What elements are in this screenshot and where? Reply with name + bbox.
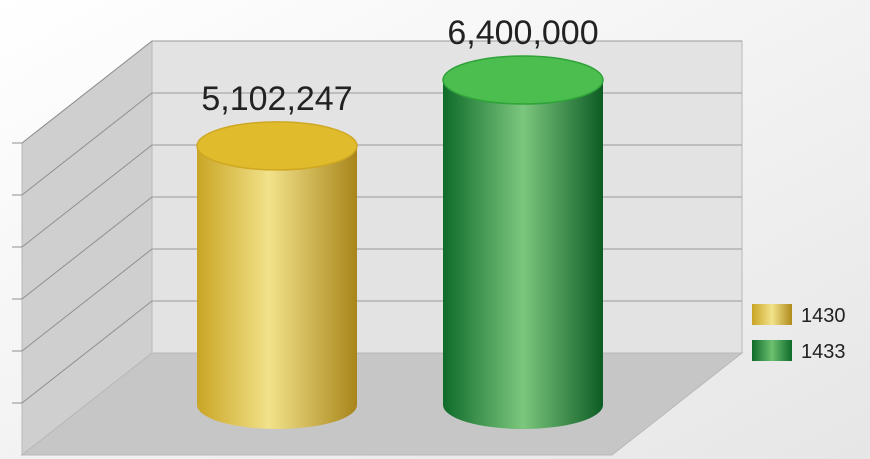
legend: 1430 1433 [752, 304, 846, 363]
legend-swatch-1433 [752, 340, 792, 361]
bar-body-1433 [443, 80, 603, 429]
bars [196, 55, 604, 429]
bar-top-1430 [196, 121, 358, 171]
bar-1430 [196, 121, 358, 429]
data-label-1433: 6,400,000 [447, 14, 598, 52]
legend-item-1433: 1433 [752, 340, 846, 363]
gridline [12, 40, 742, 144]
legend-label-1433: 1433 [801, 341, 846, 363]
data-label-1430: 5,102,247 [201, 80, 352, 118]
bar-body-1430 [197, 145, 357, 429]
legend-label-1430: 1430 [801, 305, 846, 327]
legend-swatch-1430 [752, 304, 792, 325]
bar-1433 [442, 55, 604, 429]
legend-item-1430: 1430 [752, 304, 846, 327]
bar-top-1433 [442, 55, 604, 105]
data-labels: 5,102,247 6,400,000 [201, 14, 598, 118]
